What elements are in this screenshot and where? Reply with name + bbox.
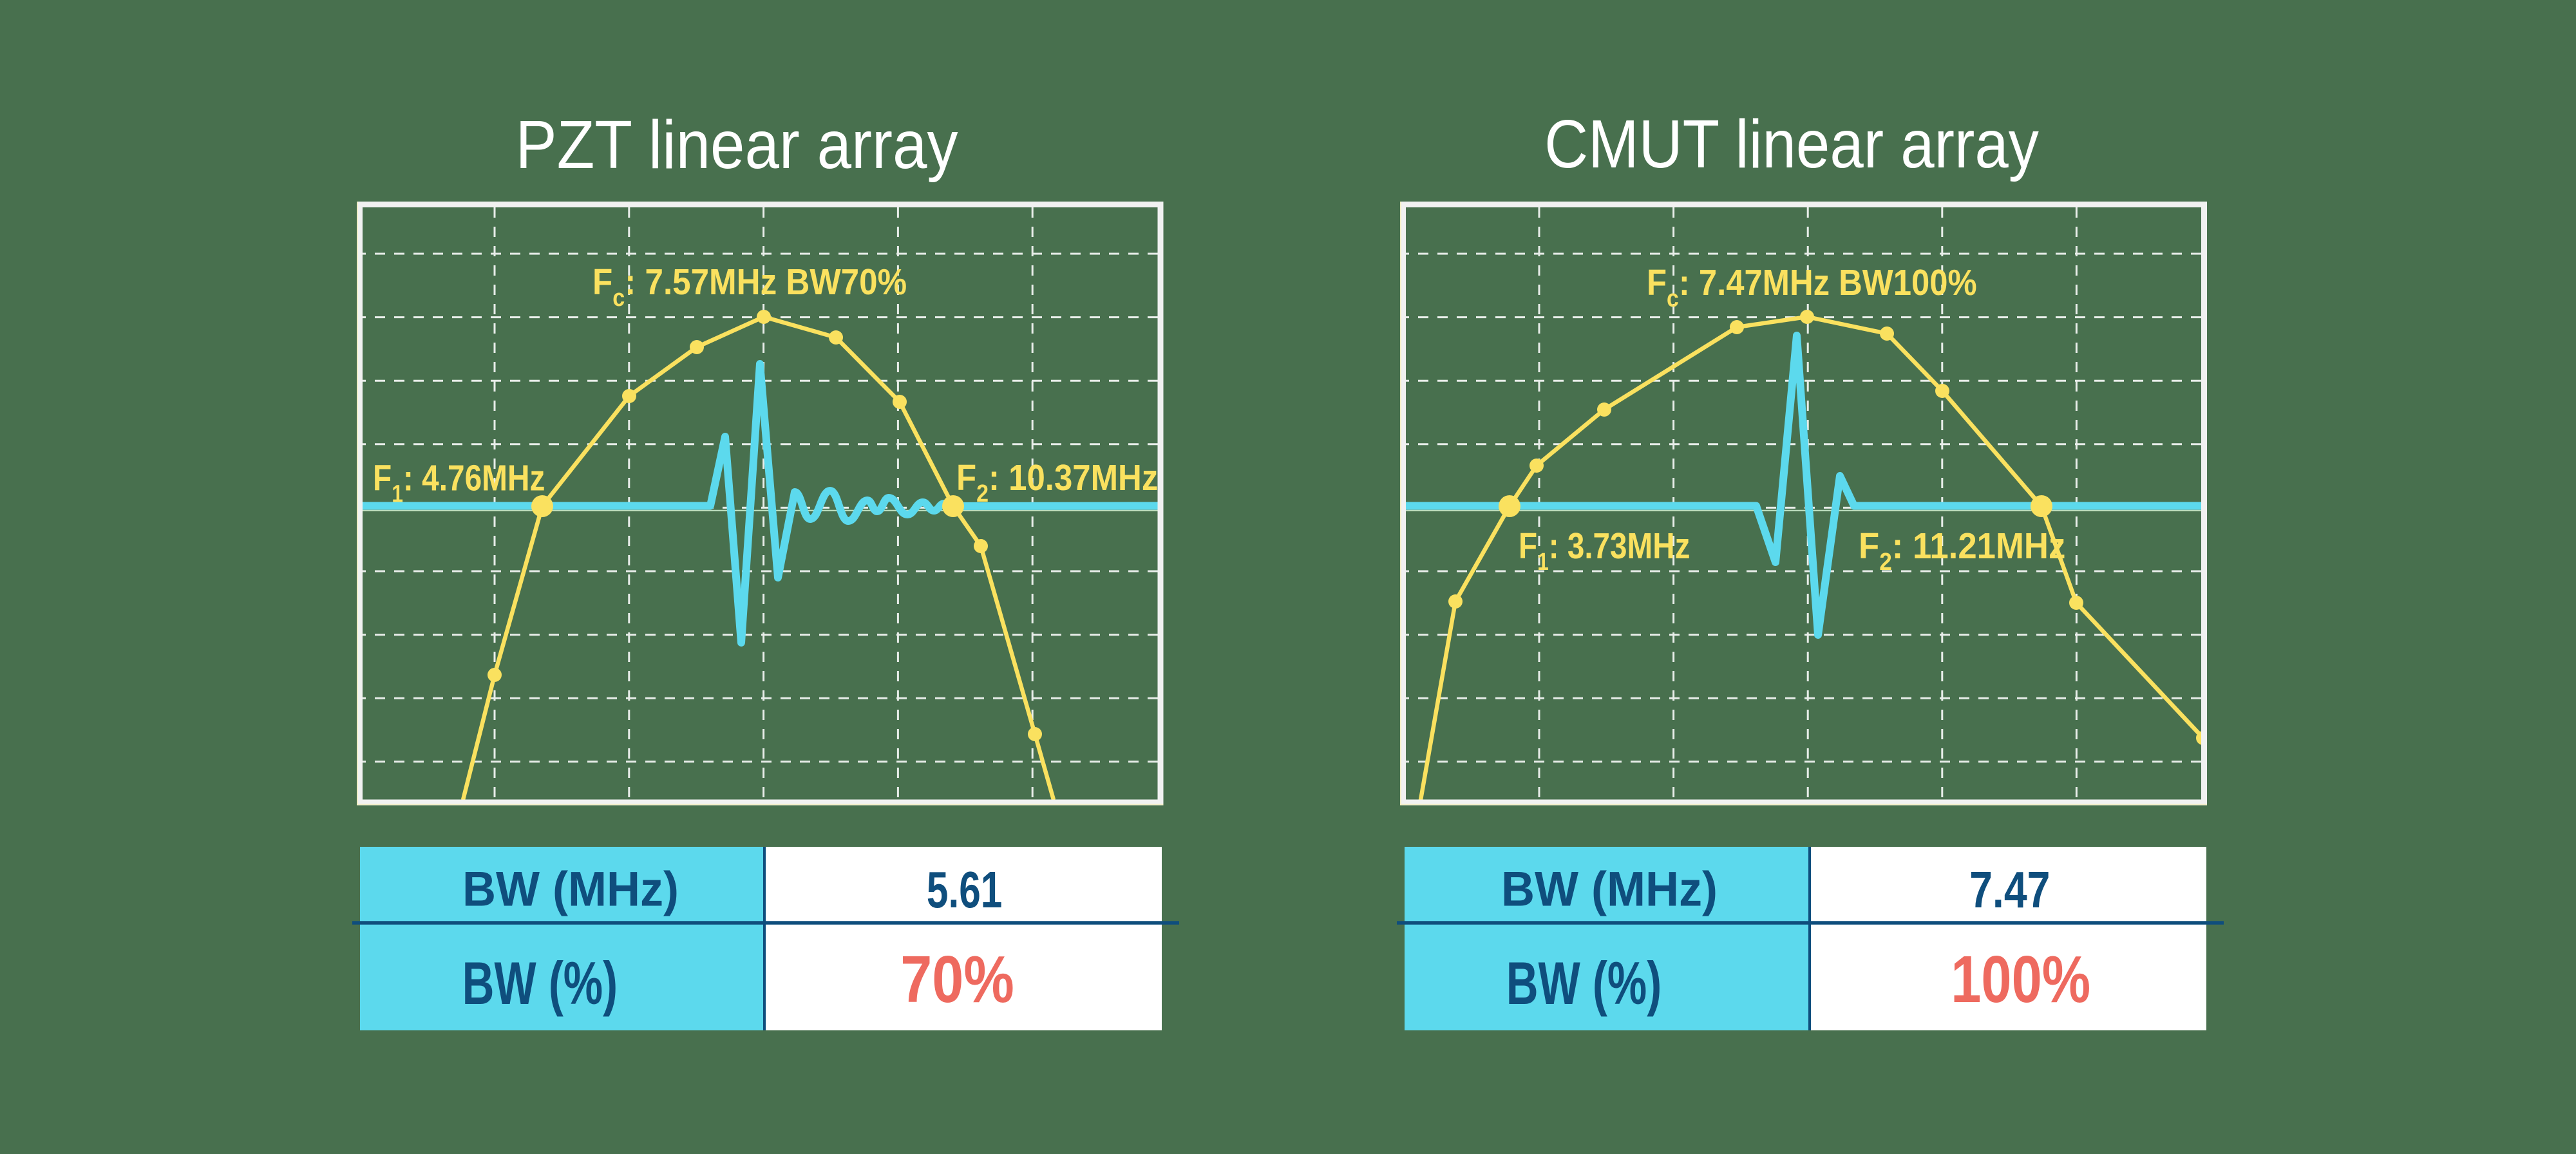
svg-text:CMUT linear array: CMUT linear array (1544, 106, 2039, 182)
svg-text:BW (%): BW (%) (462, 950, 618, 1017)
svg-text:PZT linear array: PZT linear array (515, 107, 958, 183)
svg-text:BW (%): BW (%) (1506, 950, 1662, 1017)
svg-text:7.47: 7.47 (1969, 861, 2050, 918)
svg-text:100%: 100% (1951, 942, 2090, 1016)
svg-text:BW (MHz): BW (MHz) (1501, 862, 1718, 916)
svg-text:5.61: 5.61 (927, 862, 1002, 919)
svg-text:70%: 70% (900, 943, 1014, 1017)
svg-text:BW (MHz): BW (MHz) (462, 862, 679, 916)
